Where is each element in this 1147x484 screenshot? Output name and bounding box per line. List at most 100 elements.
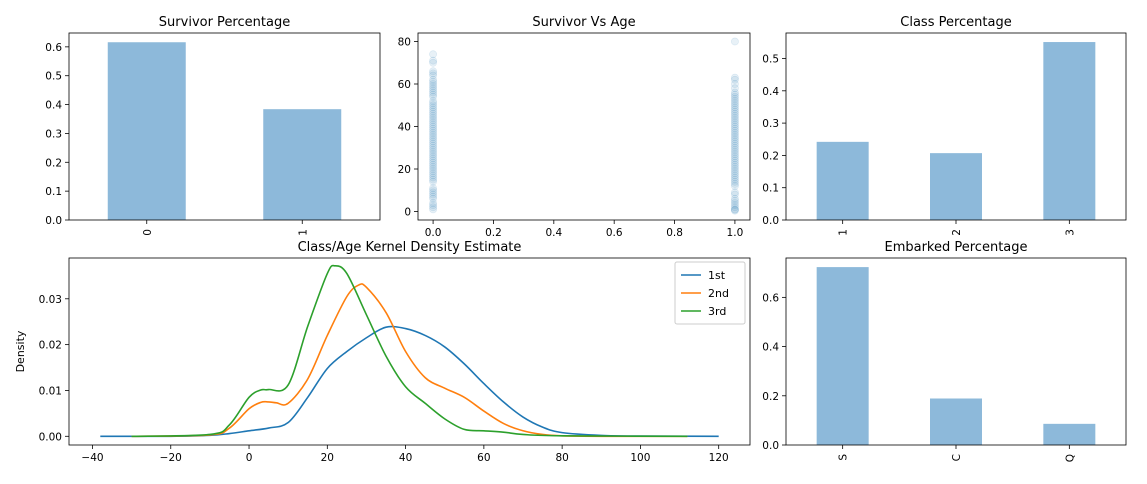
scatter-point [731, 148, 739, 156]
scatter-point [731, 205, 739, 214]
x-tick-label: 0.4 [545, 227, 562, 239]
scatter-point [429, 171, 437, 180]
y-tick-label: 0.5 [45, 71, 62, 83]
plot-frame [785, 257, 1127, 446]
y-tick-label: 0.1 [762, 183, 779, 195]
scatter-point [731, 103, 739, 112]
scatter-point [429, 131, 437, 139]
bar [930, 398, 982, 445]
scatter-point [731, 116, 739, 125]
scatter-point [429, 160, 437, 169]
x-tick-label: 0.2 [485, 227, 502, 239]
scatter-point [731, 88, 739, 97]
scatter-point [731, 169, 739, 178]
chart-title: Survivor Vs Age [532, 15, 635, 30]
scatter-point [429, 190, 437, 199]
scatter-point [731, 133, 739, 142]
y-tick-label: 0.1 [45, 186, 62, 198]
scatter-point [731, 107, 739, 116]
scatter-point [731, 97, 739, 105]
scatter-point [429, 118, 437, 127]
scatter-point [429, 58, 437, 67]
scatter-point [429, 50, 437, 59]
scatter-point [731, 92, 739, 101]
x-tick-label: 60 [477, 452, 490, 464]
scatter-point [731, 131, 739, 139]
scatter-point [731, 73, 739, 82]
y-tick-label: 0.6 [45, 42, 62, 54]
scatter-point [731, 194, 739, 203]
y-tick-label: 0.4 [45, 100, 62, 112]
x-tick-label: 20 [321, 452, 334, 464]
chart-title: Embarked Percentage [884, 240, 1027, 255]
scatter-point [429, 205, 437, 214]
chart-title: Class/Age Kernel Density Estimate [298, 240, 522, 255]
y-tick-label: 0.2 [762, 150, 779, 162]
scatter-point [731, 154, 739, 163]
scatter-point [429, 152, 437, 161]
scatter-point [429, 201, 437, 210]
x-tick-label: 1 [297, 229, 309, 236]
y-tick-label: 0.0 [762, 215, 779, 227]
scatter-point [429, 175, 437, 184]
scatter-point [731, 109, 739, 118]
scatter-point [731, 122, 739, 131]
x-tick-label: 3 [1064, 229, 1076, 236]
scatter-point [731, 206, 739, 215]
series-line [131, 283, 688, 438]
y-tick-label: 60 [398, 79, 411, 91]
scatter-point [731, 165, 739, 173]
x-tick-label: 1.0 [727, 227, 744, 239]
scatter-point [731, 160, 739, 169]
y-tick-label: 40 [398, 122, 411, 134]
scatter-point [731, 135, 739, 144]
scatter-point [429, 143, 437, 152]
scatter-point [731, 156, 739, 165]
x-tick-label: 0 [142, 229, 154, 236]
scatter-point [429, 75, 437, 84]
scatter-point [429, 56, 437, 65]
scatter-point [429, 188, 437, 197]
scatter-point [429, 156, 437, 165]
class-percentage-chart: 1 2 3 0.0 0.1 0.2 0.3 0.4 0.5 Class Percentage [762, 15, 1127, 236]
scatter-point [429, 177, 437, 186]
y-tick-label: 0.4 [762, 86, 779, 98]
scatter-point [429, 194, 437, 203]
y-tick-label: 0.5 [762, 54, 779, 66]
scatter-point [731, 177, 739, 186]
y-axis-label: Density [14, 330, 27, 372]
scatter-point [731, 90, 739, 99]
y-tick-label: 0.6 [762, 292, 779, 304]
scatter-point [731, 84, 739, 93]
plot-frame [68, 257, 751, 446]
scatter-point [731, 101, 739, 110]
scatter-point [429, 114, 437, 122]
legend-box [674, 261, 746, 325]
scatter-point [731, 188, 739, 197]
y-tick-label: 0.2 [762, 391, 779, 403]
scatter-point [429, 148, 437, 156]
scatter-point [731, 152, 739, 161]
scatter-point [429, 165, 437, 173]
scatter-point [731, 203, 739, 212]
y-tick-label: 0 [404, 207, 411, 219]
y-tick-label: 0.3 [762, 118, 779, 130]
scatter-point [731, 190, 739, 199]
y-tick-label: 0.01 [39, 385, 62, 397]
embarked-percentage-chart: S C Q 0.0 0.2 0.4 0.6 Embarked Percentage [762, 240, 1127, 462]
scatter-point [429, 141, 437, 150]
plot-frame [785, 32, 1127, 221]
scatter-point [731, 124, 739, 133]
x-tick-label: C [951, 454, 963, 461]
scatter-point [731, 126, 739, 135]
scatter-point [429, 184, 437, 193]
x-tick-label: 120 [709, 452, 729, 464]
x-tick-label: Q [1064, 454, 1076, 462]
scatter-point [731, 179, 739, 188]
y-tick-label: 0.3 [45, 128, 62, 140]
scatter-point [731, 162, 739, 171]
scatter-point [731, 114, 739, 122]
scatter-point [429, 99, 437, 108]
scatter-point [429, 84, 437, 93]
